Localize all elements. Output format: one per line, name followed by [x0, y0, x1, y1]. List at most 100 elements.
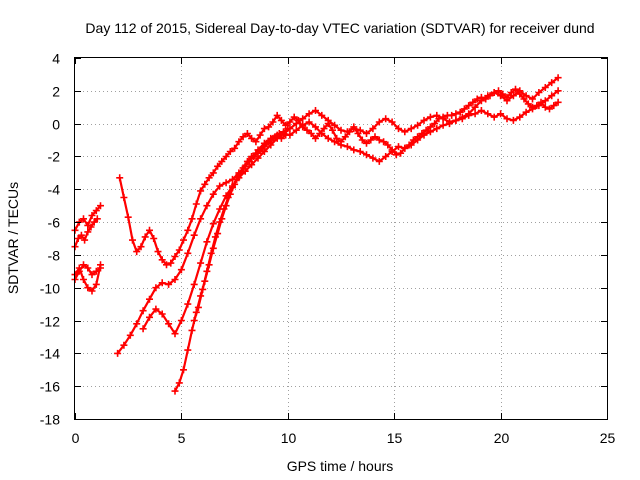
data-point — [469, 98, 477, 106]
data-point — [303, 126, 311, 134]
data-point — [375, 136, 383, 144]
data-point — [401, 144, 409, 152]
data-point — [350, 146, 358, 154]
data-point — [433, 125, 441, 133]
data-point — [375, 118, 383, 126]
data-point — [369, 154, 377, 162]
data-point — [92, 280, 100, 288]
data-point — [305, 118, 313, 126]
data-point — [318, 130, 326, 137]
data-point — [384, 141, 392, 149]
data-point — [92, 207, 100, 215]
data-point — [397, 149, 405, 157]
data-point — [216, 218, 224, 226]
data-point — [554, 87, 562, 95]
data-point — [171, 276, 179, 283]
series-track-4 — [71, 261, 104, 283]
data-point — [307, 130, 315, 137]
data-point — [420, 131, 428, 139]
data-point — [495, 87, 502, 95]
data-point — [290, 113, 298, 121]
data-point — [484, 110, 492, 118]
data-point — [471, 103, 479, 111]
data-point — [175, 379, 183, 387]
data-point — [177, 317, 185, 324]
data-point — [460, 105, 468, 113]
data-point — [490, 89, 498, 96]
data-point — [414, 121, 422, 129]
y-tick-label: -2 — [48, 149, 61, 165]
data-point — [363, 139, 370, 147]
data-point — [203, 267, 211, 275]
data-point — [503, 115, 511, 123]
data-point — [124, 213, 132, 221]
data-point — [358, 136, 366, 144]
x-axis-label: GPS time / hours — [287, 458, 394, 474]
data-point — [146, 313, 153, 321]
data-point — [422, 126, 430, 134]
data-point — [446, 118, 453, 126]
data-point — [194, 303, 202, 311]
data-point — [116, 174, 124, 182]
data-point — [380, 138, 388, 146]
data-point — [87, 223, 95, 231]
data-point — [226, 148, 234, 155]
data-point — [522, 108, 530, 116]
data-point — [509, 116, 517, 124]
data-point — [97, 202, 104, 210]
data-point — [503, 97, 511, 105]
data-point — [197, 215, 205, 223]
x-tick-label: 15 — [387, 430, 403, 446]
data-point — [395, 125, 402, 133]
data-point — [133, 248, 141, 256]
data-point — [299, 115, 307, 123]
data-point — [207, 249, 215, 257]
data-point — [201, 180, 209, 188]
data-point — [190, 317, 198, 324]
data-point — [388, 118, 396, 126]
data-point — [292, 120, 300, 128]
data-point — [258, 144, 266, 152]
data-point — [184, 300, 192, 308]
data-point — [452, 116, 460, 124]
data-point — [367, 136, 375, 144]
data-point — [93, 215, 101, 223]
y-tick-label: 0 — [52, 117, 60, 133]
data-point — [273, 111, 281, 119]
data-point — [522, 92, 530, 100]
data-point — [80, 276, 87, 283]
x-tick-label: 10 — [281, 430, 297, 446]
data-point — [401, 128, 409, 136]
data-point — [426, 128, 434, 136]
data-point — [267, 136, 275, 144]
data-point — [329, 126, 336, 134]
data-point — [535, 102, 543, 110]
data-point — [203, 238, 211, 246]
data-point — [241, 162, 249, 170]
data-point — [277, 134, 285, 142]
y-tick-label: -4 — [48, 182, 61, 198]
data-point — [312, 107, 319, 114]
y-tick-label: -18 — [40, 412, 60, 428]
data-point — [197, 187, 205, 195]
data-point — [388, 148, 396, 155]
data-point — [222, 153, 230, 160]
data-point — [150, 235, 158, 242]
data-point — [541, 103, 549, 111]
data-point — [152, 305, 160, 313]
data-point — [199, 285, 207, 293]
data-point — [216, 182, 224, 190]
data-point — [209, 190, 217, 198]
data-point — [548, 92, 556, 100]
data-point — [477, 97, 485, 105]
data-point — [392, 151, 400, 159]
data-point — [190, 280, 198, 288]
data-point — [81, 236, 89, 244]
data-point — [188, 215, 196, 223]
data-point — [426, 113, 434, 121]
data-point — [471, 110, 479, 118]
data-point — [286, 118, 294, 126]
data-point — [497, 92, 505, 100]
data-point — [263, 139, 270, 147]
data-point — [363, 130, 370, 137]
